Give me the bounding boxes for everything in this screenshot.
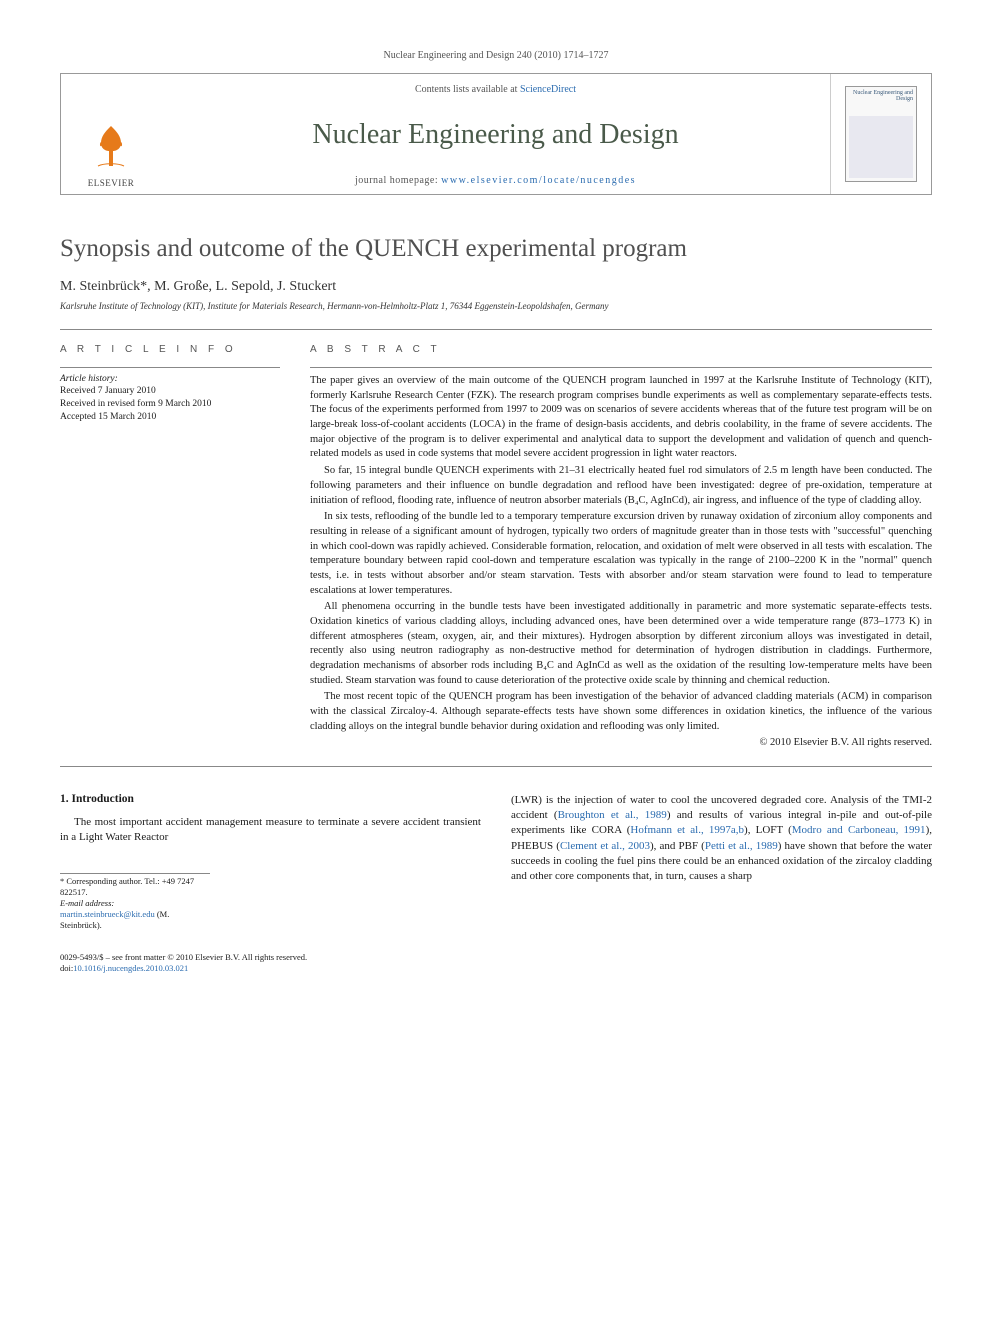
abstract-copyright: © 2010 Elsevier B.V. All rights reserved…: [310, 737, 932, 748]
doi-link[interactable]: 10.1016/j.nucengdes.2010.03.021: [73, 963, 188, 973]
accepted-date: Accepted 15 March 2010: [60, 411, 280, 424]
page-footer: 0029-5493/$ – see front matter © 2010 El…: [60, 952, 932, 974]
affiliation: Karlsruhe Institute of Technology (KIT),…: [60, 301, 932, 311]
cover-thumb-image: [849, 116, 913, 178]
front-matter-line: 0029-5493/$ – see front matter © 2010 El…: [60, 952, 932, 963]
journal-name: Nuclear Engineering and Design: [169, 119, 822, 151]
abstract-text: The paper gives an overview of the main …: [310, 374, 932, 735]
running-header: Nuclear Engineering and Design 240 (2010…: [60, 50, 932, 61]
homepage-line: journal homepage: www.elsevier.com/locat…: [169, 175, 822, 186]
journal-cover-thumb: Nuclear Engineering and Design: [845, 86, 917, 182]
email-footnote: E-mail address: martin.steinbrueck@kit.e…: [60, 898, 210, 931]
corresponding-author-note: * Corresponding author. Tel.: +49 7247 8…: [60, 876, 210, 898]
abstract-p5: The most recent topic of the QUENCH prog…: [310, 690, 932, 734]
body-fragment: ), LOFT (: [744, 824, 792, 836]
contents-available-line: Contents lists available at ScienceDirec…: [169, 84, 822, 95]
section-heading-1: 1. Introduction: [60, 793, 481, 805]
contents-prefix: Contents lists available at: [415, 84, 520, 95]
banner-center: Contents lists available at ScienceDirec…: [161, 74, 830, 194]
sciencedirect-link[interactable]: ScienceDirect: [520, 84, 576, 95]
cover-cell: Nuclear Engineering and Design: [830, 74, 931, 194]
citation-link[interactable]: Clement et al., 2003: [560, 840, 650, 852]
intro-right-text: (LWR) is the injection of water to cool …: [511, 793, 932, 885]
citation-link[interactable]: Hofmann et al., 1997a,b: [630, 824, 744, 836]
revised-date: Received in revised form 9 March 2010: [60, 398, 280, 411]
abstract-p3: In six tests, reflooding of the bundle l…: [310, 510, 932, 598]
body-columns: 1. Introduction The most important accid…: [60, 793, 932, 932]
history-label: Article history:: [60, 374, 280, 384]
doi-prefix: doi:: [60, 963, 73, 973]
elsevier-logo: ELSEVIER: [86, 121, 136, 188]
homepage-link[interactable]: www.elsevier.com/locate/nucengdes: [441, 175, 636, 186]
article-info-column: A R T I C L E I N F O Article history: R…: [60, 344, 280, 748]
footnotes: * Corresponding author. Tel.: +49 7247 8…: [60, 873, 210, 931]
abstract-column: A B S T R A C T The paper gives an overv…: [310, 344, 932, 748]
email-label: E-mail address:: [60, 898, 114, 908]
intro-left-text: The most important accident management m…: [60, 815, 481, 846]
citation-link[interactable]: Petti et al., 1989: [705, 840, 778, 852]
divider: [60, 329, 932, 330]
citation-link[interactable]: Modro and Carboneau, 1991: [792, 824, 926, 836]
citation-link[interactable]: Broughton et al., 1989: [558, 809, 667, 821]
received-date: Received 7 January 2010: [60, 385, 280, 398]
abstract-p2: So far, 15 integral bundle QUENCH experi…: [310, 464, 932, 508]
abstract-p4: All phenomena occurring in the bundle te…: [310, 600, 932, 688]
article-info-label: A R T I C L E I N F O: [60, 344, 280, 355]
body-right-column: (LWR) is the injection of water to cool …: [511, 793, 932, 932]
authors-line: M. Steinbrück*, M. Große, L. Sepold, J. …: [60, 279, 932, 295]
elsevier-tree-icon: [86, 121, 136, 171]
article-title: Synopsis and outcome of the QUENCH exper…: [60, 235, 932, 263]
body-fragment: ), and PBF (: [650, 840, 705, 852]
doi-line: doi:10.1016/j.nucengdes.2010.03.021: [60, 963, 932, 974]
journal-banner: ELSEVIER Contents lists available at Sci…: [60, 73, 932, 195]
publisher-cell: ELSEVIER: [61, 74, 161, 194]
body-left-column: 1. Introduction The most important accid…: [60, 793, 481, 932]
author-email-link[interactable]: martin.steinbrueck@kit.edu: [60, 909, 155, 919]
homepage-prefix: journal homepage:: [355, 175, 441, 186]
publisher-name: ELSEVIER: [86, 178, 136, 188]
divider: [60, 766, 932, 767]
abstract-p1: The paper gives an overview of the main …: [310, 374, 932, 462]
cover-thumb-title: Nuclear Engineering and Design: [849, 90, 913, 102]
abstract-label: A B S T R A C T: [310, 344, 932, 355]
meta-abstract-row: A R T I C L E I N F O Article history: R…: [60, 344, 932, 748]
